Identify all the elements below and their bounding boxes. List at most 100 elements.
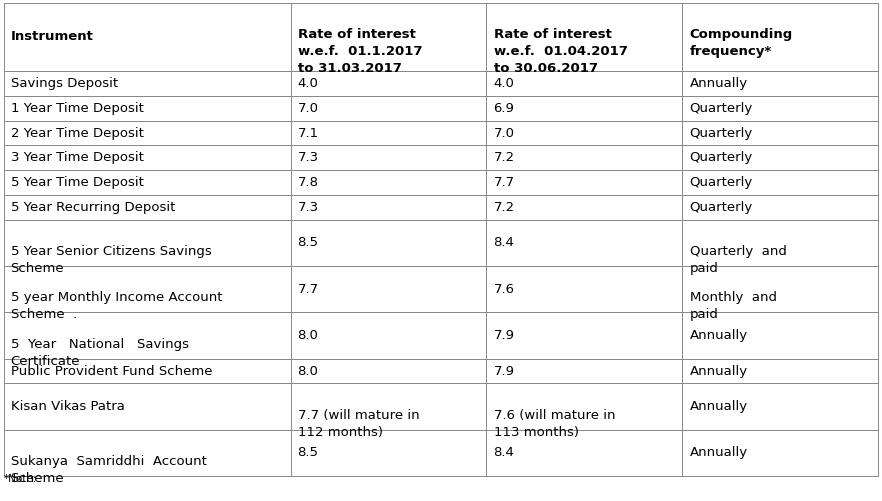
Text: 5  Year   National   Savings
Certificate: 5 Year National Savings Certificate — [11, 338, 189, 368]
Bar — [4, 121, 290, 145]
Bar — [290, 121, 487, 145]
Bar — [683, 170, 878, 195]
Text: 5 Year Senior Citizens Savings
Scheme: 5 Year Senior Citizens Savings Scheme — [11, 245, 212, 275]
Bar — [683, 3, 878, 71]
Bar — [487, 359, 683, 383]
Bar — [487, 313, 683, 359]
Bar — [4, 145, 290, 170]
Bar — [4, 266, 290, 313]
Text: Rate of interest
w.e.f.  01.1.2017
to 31.03.2017: Rate of interest w.e.f. 01.1.2017 to 31.… — [297, 28, 422, 75]
Bar — [290, 313, 487, 359]
Bar — [487, 266, 683, 313]
Bar — [290, 96, 487, 121]
Text: 5 Year Time Deposit: 5 Year Time Deposit — [11, 176, 144, 189]
Text: 8.0: 8.0 — [297, 329, 318, 342]
Text: 7.7 (will mature in
112 months): 7.7 (will mature in 112 months) — [297, 409, 419, 438]
Text: 8.4: 8.4 — [494, 446, 514, 459]
Text: Kisan Vikas Patra: Kisan Vikas Patra — [11, 400, 124, 413]
Text: 7.7: 7.7 — [494, 176, 515, 189]
Bar — [487, 121, 683, 145]
Bar — [683, 430, 878, 476]
Bar — [4, 359, 290, 383]
Bar — [487, 383, 683, 430]
Text: Quarterly: Quarterly — [690, 151, 753, 164]
Bar — [4, 71, 290, 96]
Bar — [683, 359, 878, 383]
Bar — [290, 170, 487, 195]
Bar — [290, 3, 487, 71]
Text: 8.5: 8.5 — [297, 236, 318, 249]
Text: 7.3: 7.3 — [297, 201, 318, 214]
Text: 1 Year Time Deposit: 1 Year Time Deposit — [11, 102, 144, 115]
Text: Annually: Annually — [690, 329, 748, 342]
Bar — [290, 430, 487, 476]
Bar — [487, 3, 683, 71]
Bar — [4, 383, 290, 430]
Bar — [683, 195, 878, 220]
Text: 7.0: 7.0 — [297, 102, 318, 115]
Bar — [4, 220, 290, 266]
Text: *Note:: *Note: — [4, 474, 37, 484]
Bar — [4, 313, 290, 359]
Text: Annually: Annually — [690, 446, 748, 459]
Text: 7.6 (will mature in
113 months): 7.6 (will mature in 113 months) — [494, 409, 615, 438]
Text: 7.3: 7.3 — [297, 151, 318, 164]
Bar — [683, 71, 878, 96]
Bar — [683, 145, 878, 170]
Text: 4.0: 4.0 — [297, 77, 318, 90]
Text: Compounding
frequency*: Compounding frequency* — [690, 28, 793, 58]
Text: 5 Year Recurring Deposit: 5 Year Recurring Deposit — [11, 201, 175, 214]
Text: Quarterly: Quarterly — [690, 102, 753, 115]
Text: 7.0: 7.0 — [494, 127, 514, 140]
Text: 7.8: 7.8 — [297, 176, 318, 189]
Text: 7.7: 7.7 — [297, 283, 318, 296]
Text: 7.2: 7.2 — [494, 201, 515, 214]
Text: Monthly  and
paid: Monthly and paid — [690, 291, 776, 321]
Text: Savings Deposit: Savings Deposit — [11, 77, 117, 90]
Bar — [487, 145, 683, 170]
Bar — [487, 220, 683, 266]
Bar — [4, 430, 290, 476]
Text: 5 year Monthly Income Account
Scheme  .: 5 year Monthly Income Account Scheme . — [11, 291, 222, 321]
Text: 3 Year Time Deposit: 3 Year Time Deposit — [11, 151, 144, 164]
Bar — [487, 96, 683, 121]
Text: 2 Year Time Deposit: 2 Year Time Deposit — [11, 127, 144, 140]
Text: Rate of interest
w.e.f.  01.04.2017
to 30.06.2017: Rate of interest w.e.f. 01.04.2017 to 30… — [494, 28, 627, 75]
Bar — [487, 430, 683, 476]
Text: 4.0: 4.0 — [494, 77, 514, 90]
Bar — [4, 3, 290, 71]
Bar — [683, 96, 878, 121]
Bar — [487, 195, 683, 220]
Bar — [290, 195, 487, 220]
Text: Annually: Annually — [690, 400, 748, 413]
Bar — [290, 220, 487, 266]
Text: Annually: Annually — [690, 365, 748, 378]
Text: 7.9: 7.9 — [494, 365, 514, 378]
Bar — [683, 266, 878, 313]
Bar — [290, 71, 487, 96]
Bar — [290, 383, 487, 430]
Bar — [487, 170, 683, 195]
Text: 7.1: 7.1 — [297, 127, 318, 140]
Bar — [683, 220, 878, 266]
Text: Quarterly: Quarterly — [690, 127, 753, 140]
Bar — [487, 71, 683, 96]
Text: 8.0: 8.0 — [297, 365, 318, 378]
Text: Quarterly  and
paid: Quarterly and paid — [690, 245, 787, 275]
Text: Annually: Annually — [690, 77, 748, 90]
Text: 7.2: 7.2 — [494, 151, 515, 164]
Bar — [290, 359, 487, 383]
Text: Quarterly: Quarterly — [690, 201, 753, 214]
Text: 7.6: 7.6 — [494, 283, 514, 296]
Bar — [4, 195, 290, 220]
Bar — [683, 383, 878, 430]
Text: Sukanya  Samriddhi  Account
Scheme: Sukanya Samriddhi Account Scheme — [11, 455, 206, 485]
Bar — [4, 170, 290, 195]
Bar — [290, 266, 487, 313]
Text: Quarterly: Quarterly — [690, 176, 753, 189]
Text: 6.9: 6.9 — [494, 102, 514, 115]
Bar — [683, 121, 878, 145]
Text: 8.5: 8.5 — [297, 446, 318, 459]
Bar — [4, 96, 290, 121]
Text: 8.4: 8.4 — [494, 236, 514, 249]
